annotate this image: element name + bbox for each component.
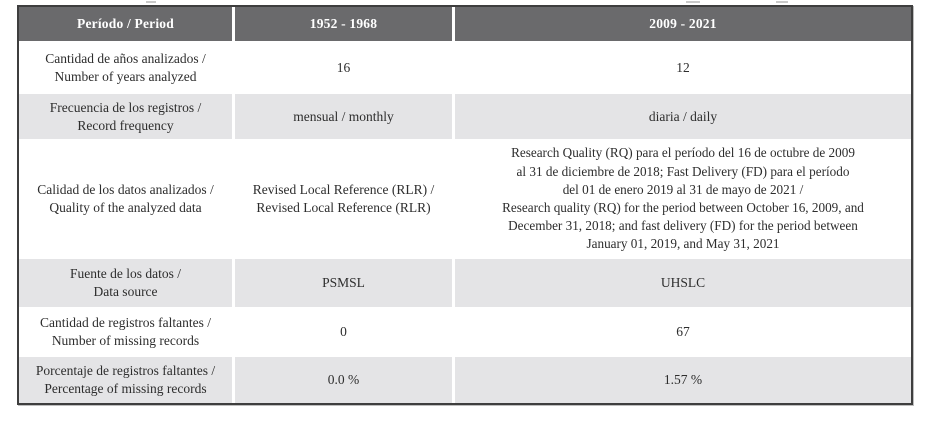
- label-en: Percentage of missing records: [44, 381, 207, 396]
- value-2009-2021: 67: [455, 307, 911, 357]
- row-label: Porcentaje de registros faltantes / Perce…: [19, 357, 232, 403]
- value-2009-2021: UHSLC: [455, 259, 911, 307]
- crop-artifact: [776, 1, 788, 3]
- table-row-missing-records-count: Cantidad de registros faltantes / Number …: [19, 307, 911, 357]
- value-2009-2021: 12: [455, 41, 911, 94]
- value-2009-2021: diaria / daily: [455, 94, 911, 139]
- header-cell-1952-1968: 1952 - 1968: [235, 7, 452, 41]
- header-cell-period-label: Período / Period: [19, 7, 232, 41]
- label-es: Porcentaje de registros faltantes /: [35, 363, 216, 379]
- row-label: Cantidad de registros faltantes / Number …: [19, 307, 232, 357]
- value-1952-1968: 16: [235, 41, 452, 94]
- label-es: Frecuencia de los registros /: [49, 99, 202, 115]
- row-label: Cantidad de años analizados / Number of y…: [19, 41, 232, 94]
- crop-artifact: [146, 1, 156, 3]
- row-label: Frecuencia de los registros / Record freq…: [19, 94, 232, 139]
- label-en: Number of missing records: [51, 333, 200, 348]
- table-row-data-quality: Calidad de los datos analizados / Quality…: [19, 139, 911, 259]
- comparison-table: Período / Period 1952 - 1968 2009 - 2021…: [17, 5, 913, 405]
- label-es: Fuente de los datos /: [70, 266, 181, 282]
- table-row-record-frequency: Frecuencia de los registros / Record freq…: [19, 94, 911, 139]
- row-label: Calidad de los datos analizados / Quality…: [19, 139, 232, 259]
- label-es: Cantidad de registros faltantes /: [40, 315, 211, 331]
- value-2009-2021: 1.57 %: [455, 357, 911, 403]
- crop-artifact: [686, 1, 700, 3]
- value-1952-1968: PSMSL: [235, 259, 452, 307]
- label-es: Calidad de los datos analizados /: [37, 182, 214, 198]
- header-cell-2009-2021: 2009 - 2021: [455, 7, 911, 41]
- label-en: Number of years analyzed: [54, 68, 197, 84]
- table-header-row: Período / Period 1952 - 1968 2009 - 2021: [19, 7, 911, 41]
- value-2009-2021: Research Quality (RQ) para el período de…: [455, 139, 911, 259]
- table-row-years-analyzed: Cantidad de años analizados / Number of y…: [19, 41, 911, 94]
- value-1952-1968: 0.0 %: [235, 357, 452, 403]
- label-en: Data source: [93, 284, 158, 299]
- label-en: Record frequency: [77, 117, 174, 133]
- value-1952-1968: Revised Local Reference (RLR) / Revised …: [235, 139, 452, 259]
- value-1952-1968: mensual / monthly: [235, 94, 452, 139]
- label-es: Cantidad de años analizados /: [45, 50, 206, 66]
- table-row-data-source: Fuente de los datos / Data source PSMSL U…: [19, 259, 911, 307]
- table-row-missing-records-percentage: Porcentaje de registros faltantes / Perce…: [19, 357, 911, 403]
- label-en: Quality of the analyzed data: [49, 200, 202, 215]
- value-1952-1968: 0: [235, 307, 452, 357]
- row-label: Fuente de los datos / Data source: [19, 259, 232, 307]
